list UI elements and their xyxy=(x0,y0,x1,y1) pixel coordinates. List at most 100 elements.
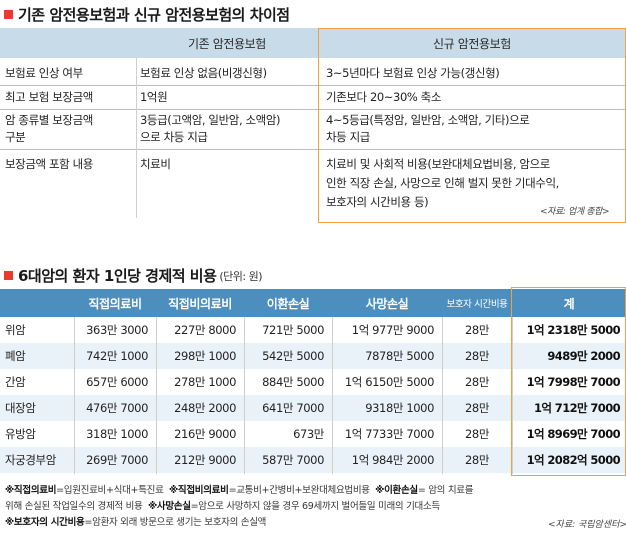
section1-title: 기존 암전용보험과 신규 암전용보험의 차이점 xyxy=(4,4,290,25)
table-row: 위암 363만 3000 227만 8000 721만 5000 1억 977만 900… xyxy=(0,317,626,343)
cost-cell: 248만 2000 xyxy=(174,401,236,415)
row-divider xyxy=(0,149,626,150)
comparison-table: 기존 암전용보험 신규 암전용보험 보험료 인상 여부 보험료 인상 없음(비갱… xyxy=(0,28,626,223)
footnote-line-3: ※보호자의 시간비용=암환자 외래 방문으로 생기는 보호자의 손실액 xyxy=(5,514,266,528)
table2-header-blank xyxy=(0,289,74,317)
cost-cell: 278만 1000 xyxy=(174,375,236,389)
column-divider xyxy=(332,317,333,474)
cancer-type-label: 대장암 xyxy=(5,401,36,415)
section2-title-text: 6대암의 환자 1인당 경제적 비용 xyxy=(18,267,217,285)
row4-label: 보장금액 포함 내용 xyxy=(5,157,93,171)
row2-label: 최고 보험 보장금액 xyxy=(5,90,93,104)
unit-label: (단위: 원) xyxy=(219,269,263,283)
table-row: 폐암 742만 1000 298만 1000 542만 5000 7878만 5000 2… xyxy=(0,343,626,369)
cost-cell: 216만 9000 xyxy=(174,427,236,441)
table1-header-new: 신규 암전용보험 xyxy=(318,28,626,58)
row3-new-line2: 차등 지급 xyxy=(326,130,370,144)
row4-existing: 치료비 xyxy=(140,157,171,171)
cancer-type-label: 유방암 xyxy=(5,427,36,441)
footnote-line-2: 위해 손실된 작업일수의 경제적 비용 ※사망손실=암으로 사망하지 않을 경우… xyxy=(5,498,440,512)
footnote-line-1: ※직접의료비=입원진료비+식대+특진료 ※직접비의료비=교통비+간병비+보완대체… xyxy=(5,482,473,496)
total-cost-cell: 9489만 2000 xyxy=(547,349,620,363)
table-row: 간암 657만 6000 278만 1000 884만 5000 1억 6150만 50… xyxy=(0,369,626,395)
table1-header-blank xyxy=(0,28,136,58)
cancer-type-label: 폐암 xyxy=(5,349,26,363)
header-direct-medical: 직접의료비 xyxy=(74,289,156,317)
cost-cell: 28만 xyxy=(464,323,489,337)
section1-source: <자료: 업계 종합> xyxy=(540,207,610,217)
cost-cell: 28만 xyxy=(464,375,489,389)
cost-cell: 884만 5000 xyxy=(262,375,324,389)
total-cost-cell: 1억 8969만 7000 xyxy=(526,427,621,441)
header-mortality-loss: 사망손실 xyxy=(332,289,442,317)
cost-cell: 721만 5000 xyxy=(262,323,324,337)
row1-new: 3~5년마다 보험료 인상 가능(갱신형) xyxy=(326,66,500,80)
cost-cell: 363만 3000 xyxy=(86,323,148,337)
column-divider xyxy=(156,317,157,474)
header-morbidity-loss: 이환손실 xyxy=(244,289,332,317)
cost-cell: 641만 7000 xyxy=(262,401,324,415)
cost-cell: 1억 984만 2000 xyxy=(351,453,435,467)
section2-source: <자료: 국립암센터> xyxy=(548,520,626,530)
footnote-text: =암으로 사망하지 않을 경우 69세까지 벌어들일 미래의 기대소득 xyxy=(190,501,441,512)
cost-cell: 587만 7000 xyxy=(262,453,324,467)
column-divider xyxy=(244,317,245,474)
footnote-term: ※이환손실 xyxy=(375,485,418,496)
cost-cell: 269만 7000 xyxy=(86,453,148,467)
cost-cell: 1억 977만 9000 xyxy=(351,323,435,337)
table1-header-existing: 기존 암전용보험 xyxy=(136,28,318,58)
footnote-term: ※사망손실 xyxy=(147,501,191,512)
cost-cell: 227만 8000 xyxy=(174,323,236,337)
cost-cell: 742만 1000 xyxy=(86,349,148,363)
footnote-term: ※직접비의료비 xyxy=(168,485,229,496)
footnote-term: ※보호자의 시간비용 xyxy=(5,517,85,528)
cost-cell: 542만 5000 xyxy=(262,349,324,363)
footnote-text: = 암의 치료를 xyxy=(417,485,474,496)
row2-existing: 1억원 xyxy=(140,90,168,104)
red-square-bullet-icon xyxy=(4,271,13,280)
footnote-term: ※직접의료비 xyxy=(5,485,57,496)
total-cost-cell: 1억 712만 7000 xyxy=(534,401,621,415)
column-divider xyxy=(512,317,513,474)
total-cost-cell: 1억 7998만 7000 xyxy=(526,375,621,389)
cost-cell: 28만 xyxy=(464,401,489,415)
cost-cell: 318만 1000 xyxy=(86,427,148,441)
row-divider xyxy=(0,85,626,86)
row4-new-line1: 치료비 및 사회적 비용(보완대체요법비용, 암으로 xyxy=(326,157,550,171)
footnote-text: =입원진료비+식대+특진료 xyxy=(56,485,164,496)
header-total: 계 xyxy=(512,289,626,317)
row3-existing-line1: 3등급(고액암, 일반암, 소액암) xyxy=(140,113,281,127)
header-caregiver-time-cost: 보호자 시간비용 xyxy=(442,289,512,317)
table-row: 대장암 476만 7000 248만 2000 641만 7000 9318만 1000… xyxy=(0,395,626,421)
cancer-type-label: 위암 xyxy=(5,323,26,337)
cancer-type-label: 자궁경부암 xyxy=(5,453,56,467)
new-insurance-highlight-frame xyxy=(318,28,626,223)
footnote-text: =암환자 외래 방문으로 생기는 보호자의 손실액 xyxy=(84,517,267,528)
total-cost-cell: 1억 2318만 5000 xyxy=(526,323,621,337)
footnote-text: 위해 손실된 작업일수의 경제적 비용 xyxy=(5,501,143,512)
footnote-text: =교통비+간병비+보완대체요법비용 xyxy=(228,485,370,496)
header-direct-nonmedical: 직접비의료비 xyxy=(156,289,244,317)
cost-cell: 28만 xyxy=(464,349,489,363)
table-row: 유방암 318만 1000 216만 9000 673만 1억 7733만 7000 28… xyxy=(0,421,626,447)
cost-cell: 657만 6000 xyxy=(86,375,148,389)
total-cost-cell: 1억 2082억 5000 xyxy=(526,453,621,467)
cost-cell: 1억 7733만 7000 xyxy=(344,427,435,441)
row4-new-line2: 인한 직장 손실, 사망으로 인해 벌지 못한 기대수익, xyxy=(326,176,559,190)
cost-cell: 476만 7000 xyxy=(86,401,148,415)
row-divider xyxy=(0,109,626,110)
cost-cell: 298만 1000 xyxy=(174,349,236,363)
cost-cell: 673만 xyxy=(293,427,324,441)
row3-label-line2: 구분 xyxy=(5,130,26,144)
row2-new: 기존보다 20~30% 축소 xyxy=(326,90,442,104)
cost-table: 직접의료비 직접비의료비 이환손실 사망손실 보호자 시간비용 계 위암 363만… xyxy=(0,287,626,476)
row3-new-line1: 4~5등급(특정암, 일반암, 소액암, 기타)으로 xyxy=(326,113,530,127)
cost-cell: 28만 xyxy=(464,427,489,441)
cancer-type-label: 간암 xyxy=(5,375,26,389)
column-divider xyxy=(442,317,443,474)
cost-cell: 9318만 1000 xyxy=(365,401,434,415)
column-divider xyxy=(74,317,75,474)
red-square-bullet-icon xyxy=(4,10,13,19)
row1-existing: 보험료 인상 없음(비갱신형) xyxy=(140,66,267,80)
cost-cell: 1억 6150만 5000 xyxy=(344,375,435,389)
